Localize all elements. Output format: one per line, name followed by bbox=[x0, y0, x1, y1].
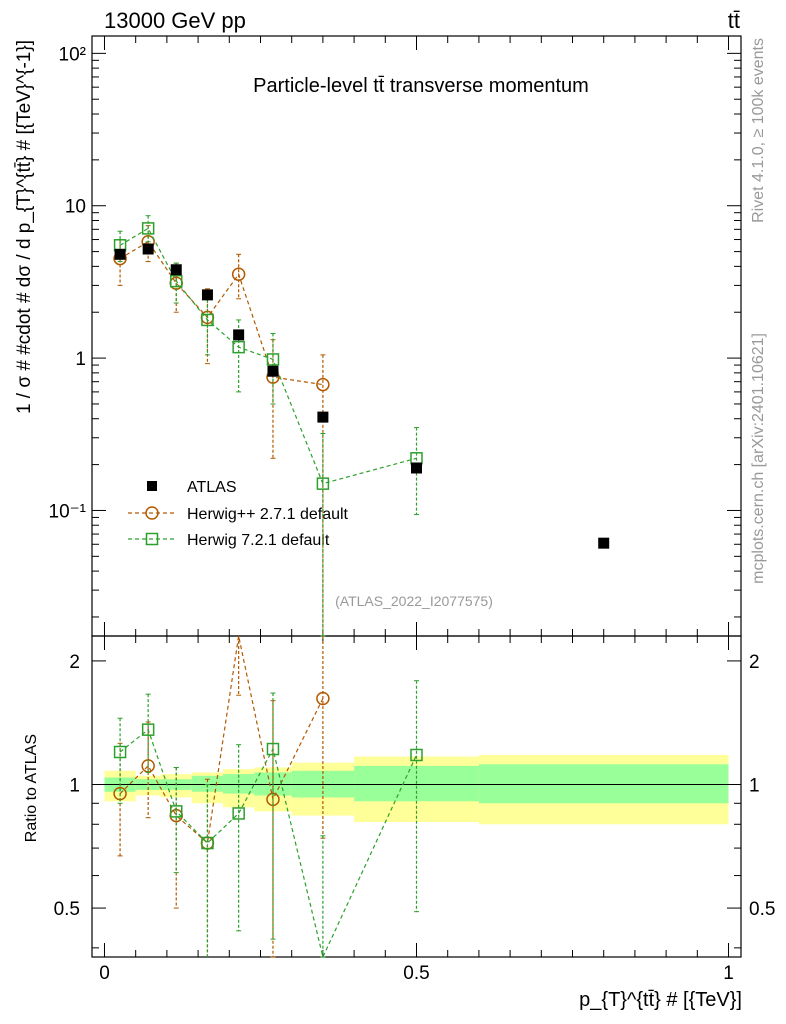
main-atlas-point bbox=[317, 411, 329, 423]
x-tick-label: 0.5 bbox=[403, 963, 429, 984]
legend-herwigpp-label: Herwig++ 2.7.1 default bbox=[187, 506, 349, 523]
ratio-inner-band bbox=[223, 774, 255, 794]
main-herwig7-point bbox=[201, 313, 214, 327]
main-atlas-point bbox=[114, 248, 126, 260]
main-y-axis-label: 1 / σ # #cdot # dσ / d p_{T}^{tt̄} # [{T… bbox=[14, 40, 35, 414]
main-y-tick-label: 10² bbox=[59, 44, 86, 65]
main-atlas-point bbox=[170, 264, 182, 276]
ratio-y-tick-label: 0.5 bbox=[54, 899, 80, 920]
x-axis-label: p_{T}^{tt̄} # [{TeV}] bbox=[579, 989, 742, 1011]
main-herwig7-point bbox=[316, 477, 330, 490]
chart-title: Particle-level tt̄ transverse momentum bbox=[253, 75, 589, 97]
main-atlas-point bbox=[598, 537, 610, 549]
x-tick-label: 1 bbox=[723, 963, 734, 984]
main-herwig7-point bbox=[169, 274, 183, 288]
energy-label: 13000 GeV pp bbox=[104, 8, 246, 33]
main-atlas-point bbox=[142, 243, 154, 255]
ratio-herwig7-point bbox=[410, 748, 423, 762]
main-atlas-point bbox=[201, 289, 213, 301]
main-herwig7-point bbox=[232, 340, 245, 354]
main-herwigpp-point bbox=[231, 267, 246, 282]
ratio-y-tick-label-right: 0.5 bbox=[749, 899, 775, 920]
ratio-y-tick-label: 1 bbox=[69, 775, 80, 796]
x-tick-label: 0 bbox=[99, 963, 110, 984]
main-atlas-point bbox=[411, 462, 422, 474]
ratio-y-tick-label: 2 bbox=[69, 652, 80, 673]
legend-herwig7-label: Herwig 7.2.1 default bbox=[187, 532, 330, 549]
ratio-y-axis-label: Ratio to ATLAS bbox=[23, 734, 40, 842]
ratio-herwig7-point bbox=[169, 805, 183, 818]
plot-marks bbox=[113, 215, 610, 959]
main-herwigpp-point bbox=[316, 377, 330, 392]
ratio-inner-band bbox=[191, 775, 224, 792]
main-y-tick-label: 1 bbox=[75, 349, 86, 370]
main-atlas-point bbox=[267, 365, 279, 377]
legend-herwigpp-marker bbox=[145, 506, 159, 520]
legend-herwig7-marker bbox=[145, 532, 159, 546]
main-series-line bbox=[119, 240, 323, 386]
ratio-y-tick-label-right: 1 bbox=[749, 775, 760, 796]
ratio-panel: 0 0.5 1 0.5 0.5 1 1 2 2 bbox=[54, 635, 775, 984]
ratio-herwig7-point bbox=[266, 742, 280, 756]
ratio-herwig7-point bbox=[232, 807, 245, 820]
main-herwig7-point bbox=[141, 222, 155, 235]
main-series-line bbox=[119, 227, 417, 485]
mcplots-label: mcplots.cern.ch [arXiv:2401.10621] bbox=[750, 333, 767, 584]
ratio-herwig7-point bbox=[141, 723, 155, 736]
analysis-tag: (ATLAS_2022_I2077575) bbox=[335, 593, 493, 609]
rivet-version-label: Rivet 4.1.0, ≥ 100k events bbox=[750, 38, 767, 223]
ratio-herwigpp-point bbox=[316, 691, 330, 706]
legend: ATLAS Herwig++ 2.7.1 default Herwig 7.2.… bbox=[128, 479, 349, 549]
legend-atlas-marker bbox=[147, 481, 157, 491]
ratio-herwig7-point bbox=[113, 745, 127, 759]
ratio-y-tick-label-right: 2 bbox=[749, 652, 760, 673]
main-herwig7-point bbox=[266, 353, 280, 366]
ratio-inner-band bbox=[478, 764, 729, 804]
process-label: tt̄ bbox=[728, 8, 740, 33]
main-atlas-point bbox=[233, 329, 245, 341]
ratio-herwig7-point bbox=[201, 836, 214, 850]
main-y-tick-label: 10 bbox=[65, 197, 86, 218]
main-panel: 10⁻¹ 1 10 10² bbox=[49, 35, 742, 637]
legend-atlas-label: ATLAS bbox=[187, 479, 237, 496]
main-y-tick-label: 10⁻¹ bbox=[49, 501, 87, 522]
ratio-series-line bbox=[119, 728, 418, 959]
